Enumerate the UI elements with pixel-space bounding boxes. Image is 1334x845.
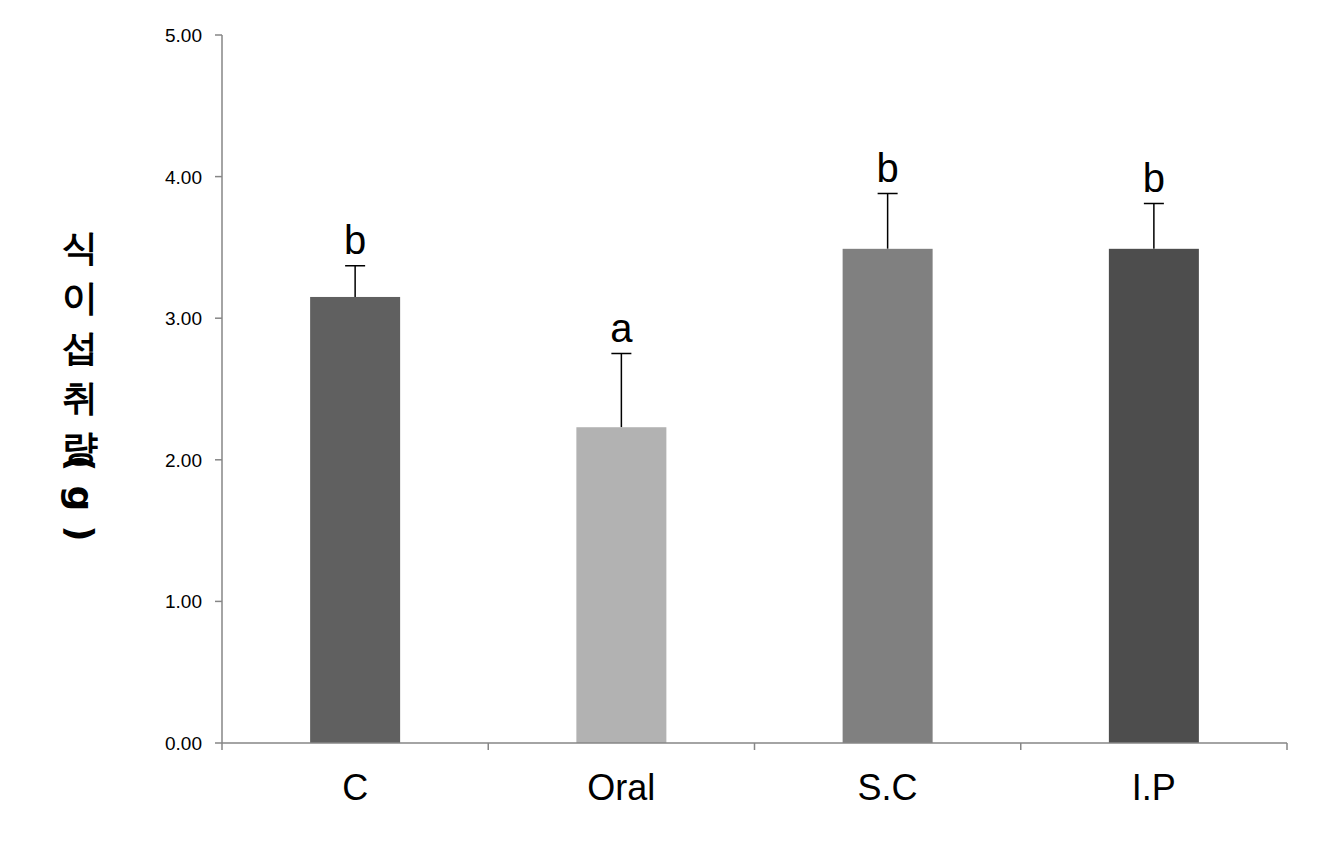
y-tick [215,601,222,603]
y-tick-label: 3.00 [165,308,202,329]
bar [843,249,933,743]
y-tick [215,317,222,319]
y-tick-label: 2.00 [165,450,202,471]
x-separator [1286,743,1288,750]
y-tick-label: 5.00 [165,25,202,46]
bar [576,427,666,743]
x-separator [488,743,490,750]
error-bar [878,194,898,249]
bar [310,297,400,743]
y-tick-label: 4.00 [165,167,202,188]
y-axis-label: 식이섭취량(g) [60,205,101,556]
significance-letter: b [344,218,366,262]
y-tick [215,742,222,744]
x-tick-label: C [342,767,368,808]
x-tick-label: I.P [1132,767,1176,808]
chart: 0.00 1.00 2.00 3.00 4.00 5.00 식이섭취량(g) b Ca Oral b… [0,0,1334,845]
x-separator [221,743,223,750]
y-tick-label: 1.00 [165,591,202,612]
y-tick [215,459,222,461]
bar [1109,249,1199,743]
significance-letter: b [1143,156,1165,200]
y-tick [215,176,222,178]
x-separator [1020,743,1022,750]
significance-letter: a [610,306,633,350]
x-tick-label: Oral [587,767,655,808]
significance-letter: b [877,146,899,190]
x-separator [754,743,756,750]
bars [345,194,1164,428]
y-tick [215,34,222,36]
y-axis-line [221,35,223,743]
y-tick-label: 0.00 [165,733,202,754]
error-bar [1144,204,1164,249]
error-bar [611,354,631,428]
x-tick-label: S.C [858,767,918,808]
error-bar [345,266,365,297]
